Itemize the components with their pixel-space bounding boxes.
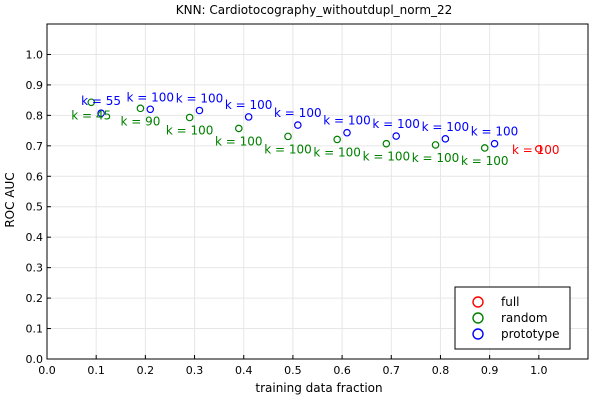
prototype-point — [490, 139, 499, 148]
legend-label-prototype: prototype — [501, 327, 559, 341]
legend-marker-random — [472, 312, 484, 324]
prototype-point-label: k = 100 — [176, 91, 224, 105]
random-point-label: k = 100 — [264, 142, 312, 156]
y-tick-label: 0.9 — [26, 79, 44, 92]
prototype-point-label: k = 100 — [127, 90, 175, 104]
prototype-point-label: k = 100 — [274, 106, 322, 120]
x-tick-label: 0.4 — [235, 364, 253, 377]
prototype-point-label: k = 100 — [471, 125, 519, 139]
y-tick-label: 0.1 — [26, 323, 44, 336]
y-tick-label: 0.8 — [26, 109, 44, 122]
prototype-point-label: k = 55 — [81, 94, 121, 108]
random-point — [333, 135, 341, 144]
y-tick-label: 1.0 — [26, 48, 44, 61]
legend-marker-prototype — [472, 328, 484, 340]
random-point-label: k = 45 — [71, 108, 111, 122]
random-point — [431, 141, 440, 149]
x-tick-label: 0.0 — [38, 364, 56, 377]
legend-label-random: random — [501, 311, 548, 325]
random-point-label: k = 100 — [363, 150, 411, 164]
prototype-point — [97, 109, 105, 118]
x-tick-label: 0.3 — [186, 364, 204, 377]
y-tick-label: 0.0 — [26, 353, 44, 366]
random-point-label: k = 100 — [412, 151, 460, 165]
legend-box — [454, 286, 571, 350]
x-axis-title: training data fraction — [255, 381, 382, 395]
x-tick-label: 0.2 — [137, 364, 155, 377]
axes: 0.0 0.1 0.2 0.3 0.4 0.5 0.6 0.7 0.8 0.9 1.0 0.0 0.1 0… — [26, 23, 589, 377]
prototype-point-label: k = 100 — [323, 114, 371, 128]
prototype-point — [195, 106, 204, 115]
random-point — [136, 104, 145, 113]
chart-title: KNN: Cardiotocography_withoutdupl_norm_2… — [176, 3, 453, 17]
random-point — [382, 139, 391, 148]
random-point — [235, 124, 243, 133]
x-tick-label: 0.5 — [284, 364, 302, 377]
legend-label-full: full — [501, 295, 520, 309]
prototype-point — [146, 105, 155, 114]
random-point-label: k = 100 — [215, 134, 263, 148]
random-point-label: k = 100 — [313, 145, 361, 159]
prototype-point-label: k = 100 — [422, 120, 470, 134]
x-tick-label: 0.7 — [383, 364, 401, 377]
prototype-point — [392, 132, 400, 140]
random-point-label: k = 100 — [166, 123, 214, 137]
full-point — [535, 145, 543, 153]
y-tick-label: 0.3 — [26, 262, 44, 275]
random-point — [185, 113, 194, 122]
prototype-point-label: k = 100 — [225, 98, 273, 112]
x-tick-label: 0.1 — [87, 364, 105, 377]
prototype-point — [294, 121, 302, 129]
y-tick-label: 0.6 — [26, 170, 44, 183]
random-point-label: k = 100 — [461, 154, 509, 168]
legend-marker-full — [472, 296, 484, 308]
plot-frame — [46, 23, 589, 360]
prototype-point — [244, 113, 253, 121]
random-point — [480, 144, 489, 152]
x-tick-label: 0.6 — [333, 364, 351, 377]
random-point — [284, 132, 292, 141]
y-tick-label: 0.5 — [26, 201, 44, 214]
random-point-label: k = 90 — [120, 114, 160, 128]
x-tick-label: 1.0 — [530, 364, 548, 377]
x-tick-label: 0.9 — [481, 364, 499, 377]
y-tick-label: 0.7 — [26, 140, 44, 153]
x-tick-label: 0.8 — [432, 364, 450, 377]
data-marks — [87, 98, 543, 153]
prototype-point-label: k = 100 — [372, 117, 420, 131]
y-axis-title: ROC AUC — [3, 172, 17, 227]
y-tick-label: 0.4 — [26, 231, 44, 244]
prototype-point — [441, 135, 450, 143]
y-tick-label: 0.2 — [26, 292, 44, 305]
legend: full random prototype — [454, 286, 571, 350]
full-point-label: k = 100 — [512, 143, 560, 157]
prototype-point — [343, 128, 351, 137]
random-point — [87, 98, 96, 107]
